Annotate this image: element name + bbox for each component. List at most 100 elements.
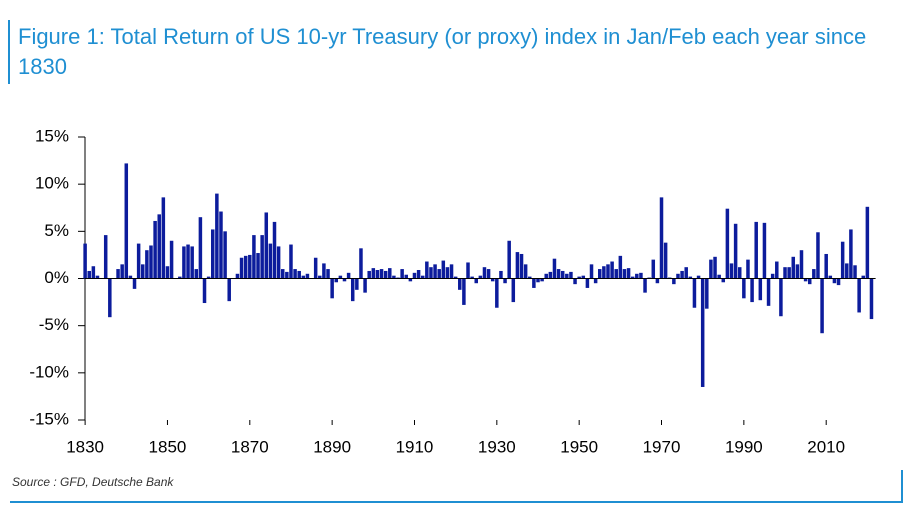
bar: [725, 208, 730, 279]
bar: [412, 272, 417, 279]
bar: [499, 270, 503, 279]
bar: [318, 275, 322, 279]
bar: [194, 269, 199, 279]
right-border: [901, 470, 903, 503]
bar: [836, 278, 841, 286]
bar: [161, 197, 166, 279]
bar: [153, 220, 157, 279]
bar: [215, 193, 219, 279]
x-tick-label: 1890: [313, 437, 351, 456]
bar: [223, 231, 227, 279]
bar: [313, 257, 318, 279]
bar: [495, 278, 499, 308]
bar: [350, 278, 355, 302]
bar: [260, 235, 264, 279]
bar: [845, 263, 849, 279]
bar: [132, 278, 137, 289]
bottom-border: [10, 501, 903, 503]
bar: [285, 271, 289, 279]
bar: [680, 270, 684, 279]
bar: [824, 253, 828, 279]
bar: [676, 273, 680, 279]
bar: [737, 267, 742, 279]
bar: [342, 278, 347, 282]
bar: [635, 273, 639, 279]
bar: [548, 271, 553, 279]
bar: [816, 232, 820, 279]
bar: [832, 278, 837, 284]
bar: [556, 269, 561, 279]
y-tick-label: 0%: [44, 268, 69, 287]
bar: [289, 244, 293, 279]
bar: [672, 278, 676, 285]
bar: [239, 257, 244, 279]
bar: [420, 275, 425, 279]
bar: [169, 240, 174, 279]
bar: [466, 262, 470, 279]
bar: [190, 246, 194, 279]
bar: [437, 269, 441, 279]
bar: [589, 264, 594, 279]
bar: [198, 217, 203, 279]
bar: [490, 278, 495, 282]
bar: [717, 274, 721, 279]
bar: [519, 253, 524, 279]
x-tick-label: 1910: [396, 437, 434, 456]
bar: [388, 268, 392, 279]
bar: [618, 255, 623, 279]
bar: [116, 269, 120, 279]
bar: [750, 278, 754, 303]
bar: [507, 240, 511, 279]
x-tick-label: 1970: [643, 437, 681, 456]
x-tick-label: 1850: [149, 437, 187, 456]
bar: [610, 261, 614, 279]
bar: [248, 254, 252, 279]
bar: [219, 211, 223, 279]
bar: [560, 270, 565, 279]
bar: [787, 267, 791, 279]
bar: [482, 267, 487, 279]
bar: [252, 235, 256, 279]
bar: [235, 273, 240, 279]
bar: [136, 243, 141, 279]
bar: [861, 275, 865, 279]
bar: [178, 276, 182, 279]
bar: [363, 278, 367, 293]
y-tick-label: -5%: [39, 315, 69, 334]
bar: [462, 278, 466, 305]
bar: [775, 261, 779, 279]
bar: [280, 269, 285, 279]
bar: [540, 278, 544, 282]
chart-title: Figure 1: Total Return of US 10-yr Treas…: [18, 24, 867, 79]
bar: [688, 276, 693, 279]
bar: [128, 275, 133, 279]
bar: [124, 163, 129, 279]
bar: [503, 278, 507, 284]
bar: [120, 264, 124, 279]
bar: [602, 266, 606, 279]
bar: [552, 258, 557, 279]
bar: [227, 278, 231, 302]
bar: [338, 275, 343, 279]
bar: [478, 275, 483, 279]
y-tick-label: -15%: [29, 409, 69, 428]
bar: [149, 245, 153, 279]
bar: [243, 255, 248, 279]
bar: [733, 223, 738, 279]
bar: [355, 278, 359, 290]
bar: [655, 278, 660, 284]
bar: [840, 241, 845, 279]
bar: [91, 266, 96, 279]
bar: [528, 276, 532, 279]
bar: [614, 269, 618, 279]
bar: [95, 275, 100, 279]
bar: [425, 261, 429, 279]
bar: [359, 248, 363, 279]
bar: [305, 273, 310, 279]
bar: [742, 278, 746, 299]
bar: [857, 278, 861, 313]
bar: [799, 250, 804, 279]
bar: [651, 259, 656, 279]
bar: [408, 278, 413, 282]
x-tick-label: 1870: [231, 437, 269, 456]
